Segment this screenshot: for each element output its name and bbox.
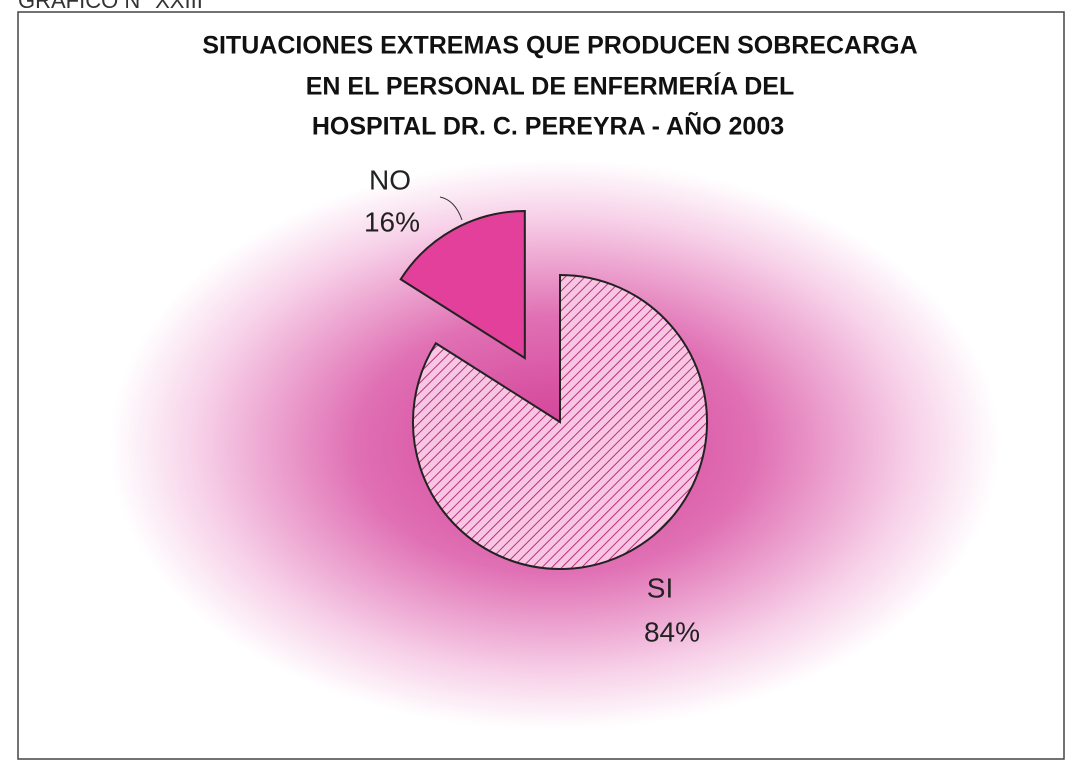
chart-title: SITUACIONES EXTREMAS QUE PRODUCEN SOBREC… xyxy=(202,32,917,60)
slice-value-label: 84% xyxy=(644,616,700,647)
leader-line xyxy=(439,196,463,221)
slice-value-label: 16% xyxy=(364,206,420,237)
slice-label: SI xyxy=(647,572,673,603)
pie-slice xyxy=(399,210,526,360)
chart-title: EN EL PERSONAL DE ENFERMERÍA DEL xyxy=(306,72,795,101)
header-note: GRAFICO N° XXIII xyxy=(18,0,203,13)
slice-label: NO xyxy=(369,164,411,195)
chart-title: HOSPITAL DR. C. PEREYRA - AÑO 2003 xyxy=(312,111,784,141)
pie-slice xyxy=(412,273,708,570)
